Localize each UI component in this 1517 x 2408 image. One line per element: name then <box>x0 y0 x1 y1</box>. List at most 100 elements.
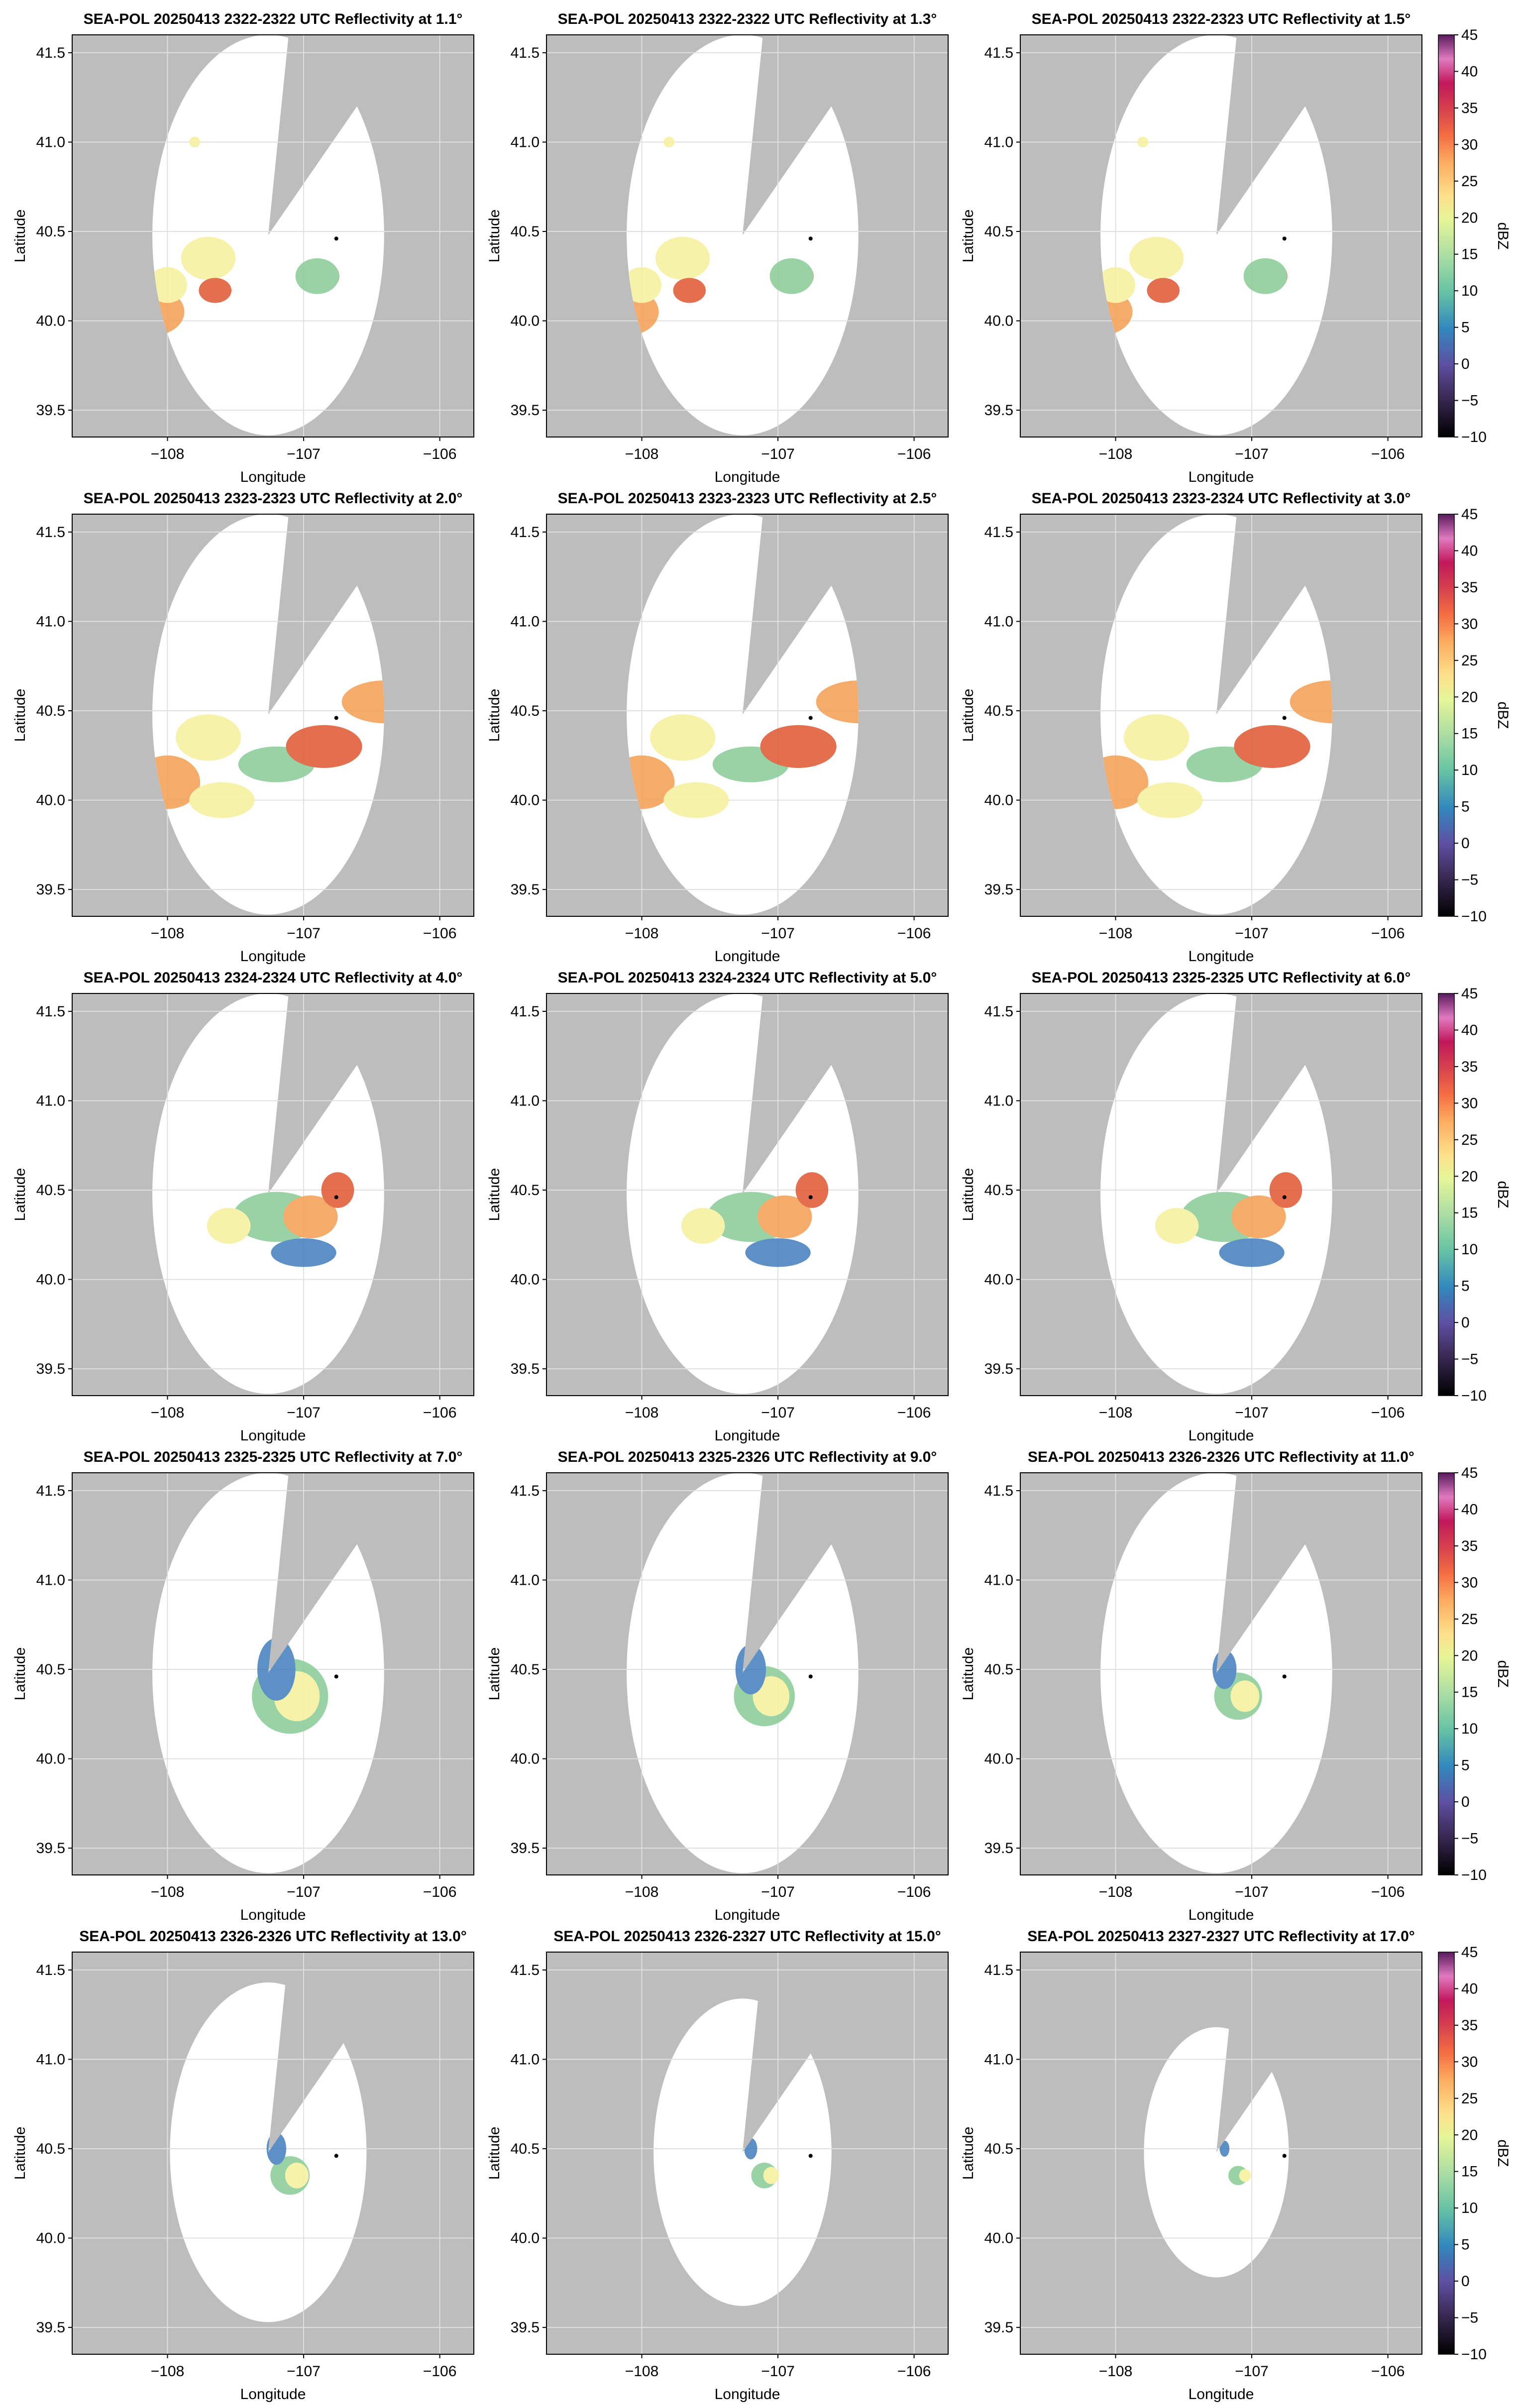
echo-cell <box>663 136 675 148</box>
x-tick-label: −107 <box>287 1405 321 1421</box>
x-axis-label: Longitude <box>1189 948 1254 965</box>
y-tick-label: 40.0 <box>511 2230 540 2247</box>
radar-site-marker <box>1282 1195 1287 1200</box>
panel-title: SEA-POL 20250413 2323-2323 UTC Reflectiv… <box>558 490 937 507</box>
echo-cell <box>1234 725 1310 768</box>
y-tick-label: 40.0 <box>36 313 65 329</box>
echo-cell <box>1243 258 1288 294</box>
reflectivity-echoes <box>99 680 440 836</box>
echo-cell <box>735 1644 766 1695</box>
x-tick-label: −108 <box>151 2363 185 2380</box>
colorbar-tick-label: 5 <box>1461 1278 1470 1295</box>
x-axis-label: Longitude <box>240 2386 306 2403</box>
colorbar-gradient <box>1438 514 1455 917</box>
colorbar-tick-label: 20 <box>1461 1647 1478 1664</box>
radar-panel: SEA-POL 20250413 2326-2326 UTC Reflectiv… <box>960 1449 1422 1923</box>
x-tick-label: −107 <box>1235 446 1269 462</box>
colorbar-tick-label: 30 <box>1461 616 1478 632</box>
y-axis-label: Latitude <box>960 210 976 263</box>
colorbar-label: dBZ <box>1495 222 1511 249</box>
colorbar-tick-label: 0 <box>1461 835 1470 852</box>
colorbar-tick-label: 20 <box>1461 210 1478 226</box>
colorbar-tick-label: 20 <box>1461 1168 1478 1185</box>
echo-cell <box>1129 236 1184 280</box>
radar-site-marker <box>334 2154 338 2158</box>
reflectivity-echoes <box>252 1638 328 1734</box>
y-tick-label: 41.0 <box>36 2051 65 2068</box>
echo-cell <box>115 136 138 148</box>
y-tick-label: 40.5 <box>984 2141 1013 2157</box>
y-tick-label: 40.5 <box>984 703 1013 719</box>
y-tick-label: 41.5 <box>511 1483 540 1499</box>
radar-coverage <box>546 35 948 437</box>
echo-cell <box>286 725 362 768</box>
colorbar-label: dBZ <box>1495 1660 1511 1687</box>
colorbar-tick-label: 25 <box>1461 653 1478 669</box>
echo-cell <box>283 1195 338 1238</box>
colorbar-tick-label: 5 <box>1461 1757 1470 1774</box>
y-tick-label: 41.0 <box>984 1572 1013 1588</box>
colorbar-tick-label: 25 <box>1461 173 1478 190</box>
plot-area <box>1020 1473 1422 1875</box>
y-axis-label: Latitude <box>12 1647 28 1701</box>
radar-panel: SEA-POL 20250413 2322-2322 UTC Reflectiv… <box>12 11 474 485</box>
colorbar-tick-label: 15 <box>1461 246 1478 263</box>
reflectivity-echoes <box>207 1172 354 1267</box>
echo-cell <box>769 258 814 294</box>
colorbar-tick-label: −5 <box>1461 2310 1478 2326</box>
x-tick-label: −108 <box>1099 2363 1133 2380</box>
echo-cell <box>134 755 201 809</box>
x-tick-label: −107 <box>287 925 321 942</box>
echo-cell <box>148 267 187 303</box>
x-tick-label: −107 <box>287 1884 321 1900</box>
radar-panel: SEA-POL 20250413 2326-2327 UTC Reflectiv… <box>486 1928 949 2403</box>
colorbar: 45 40 35 30 25 20 15 10 5 0 −5 −10 dBZ <box>1438 506 1511 925</box>
y-tick-label: 41.5 <box>36 524 65 541</box>
colorbar-gradient <box>1438 1472 1455 1875</box>
colorbar-tick-label: 0 <box>1461 1794 1470 1810</box>
y-tick-label: 40.0 <box>511 1272 540 1288</box>
y-tick-label: 41.5 <box>36 1003 65 1020</box>
x-axis-label: Longitude <box>1189 2386 1254 2403</box>
plot-area <box>72 1473 474 1875</box>
x-tick-label: −107 <box>1235 2363 1269 2380</box>
panel-title: SEA-POL 20250413 2325-2325 UTC Reflectiv… <box>84 1449 463 1465</box>
echo-cell <box>673 278 706 303</box>
echo-cell <box>795 1172 829 1208</box>
radar-panel: SEA-POL 20250413 2324-2324 UTC Reflectiv… <box>12 970 474 1444</box>
colorbar-tick-label: 5 <box>1461 320 1470 336</box>
y-tick-label: 40.5 <box>36 2141 65 2157</box>
y-tick-label: 40.0 <box>36 2230 65 2247</box>
colorbar-tick-label: 35 <box>1461 1059 1478 1075</box>
echo-cell <box>271 1238 336 1267</box>
x-tick-label: −106 <box>1371 446 1405 462</box>
echo-cell <box>266 2132 287 2165</box>
axes-frame <box>72 514 474 917</box>
x-tick-label: −107 <box>761 2363 795 2380</box>
echo-cell <box>207 1207 251 1244</box>
radar-panel: SEA-POL 20250413 2325-2325 UTC Reflectiv… <box>12 1449 474 1923</box>
colorbar-tick-label: 5 <box>1461 799 1470 815</box>
x-tick-label: −108 <box>151 1405 185 1421</box>
y-tick-label: 39.5 <box>984 402 1013 419</box>
axes-frame <box>546 993 949 1396</box>
echo-cell <box>744 2138 758 2160</box>
echo-cell <box>189 782 255 818</box>
x-axis-label: Longitude <box>715 2386 780 2403</box>
plot-area <box>546 1952 948 2354</box>
y-tick-label: 40.0 <box>511 1751 540 1767</box>
radar-panel: SEA-POL 20250413 2325-2325 UTC Reflectiv… <box>960 970 1422 1444</box>
radar-site-marker <box>1282 1674 1287 1679</box>
reflectivity-echoes <box>93 136 339 335</box>
y-tick-label: 40.0 <box>984 1751 1013 1767</box>
colorbar-tick-label: 10 <box>1461 1241 1478 1258</box>
echo-cell <box>1041 276 1068 294</box>
x-tick-label: −108 <box>625 1884 659 1900</box>
y-tick-label: 41.0 <box>36 613 65 630</box>
colorbar-tick-label: 40 <box>1461 1980 1478 1997</box>
y-tick-label: 40.0 <box>511 313 540 329</box>
y-axis-label: Latitude <box>12 689 28 742</box>
x-tick-label: −106 <box>423 2363 457 2380</box>
radar-site-marker <box>334 716 338 720</box>
y-tick-label: 39.5 <box>984 1840 1013 1857</box>
